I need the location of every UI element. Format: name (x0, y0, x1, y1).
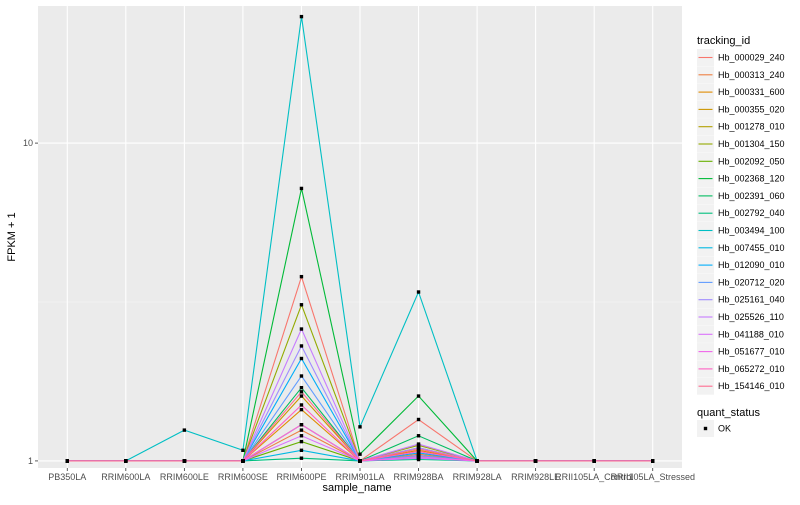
data-point-Hb_154146_010 (533, 459, 538, 463)
legend-item-label: Hb_003494_100 (718, 226, 785, 236)
data-point-Hb_003494_100 (358, 425, 362, 429)
data-point-Hb_002368_120 (416, 394, 421, 398)
data-point-Hb_154146_010 (299, 390, 304, 394)
data-point-Hb_154146_010 (241, 459, 245, 463)
legend-item-label: Hb_020712_020 (718, 277, 785, 287)
x-tick-label: RRII105LA_Control (555, 472, 633, 482)
data-point-Hb_000355_020 (299, 394, 304, 398)
x-tick-label: RRIM600LE (160, 472, 209, 482)
x-tick-label: RRIM600SE (218, 472, 268, 482)
legend-item-label: Hb_025161_040 (718, 295, 785, 305)
data-point-Hb_025161_040 (299, 344, 304, 348)
legend-item-label: Hb_002792_040 (718, 208, 785, 218)
legend-item-label: Hb_051677_010 (718, 347, 785, 357)
data-point-Hb_154146_010 (358, 459, 362, 463)
data-point-Hb_003494_100 (416, 290, 421, 294)
shape-legend-key-point (703, 426, 708, 431)
data-point-Hb_002792_040 (299, 456, 304, 460)
legend-item-label: Hb_000313_240 (718, 70, 785, 80)
x-tick-label: RRII105LA_Stressed (610, 472, 695, 482)
shape-legend-item-label: OK (718, 424, 731, 434)
data-point-Hb_007455_010 (299, 448, 304, 452)
data-point-Hb_000029_240 (299, 274, 304, 279)
shape-legend-title: quant_status (697, 407, 760, 419)
legend-item-label: Hb_001278_010 (718, 122, 785, 132)
legend-item-label: Hb_000029_240 (718, 53, 785, 63)
data-point-Hb_003494_100 (299, 14, 304, 19)
data-point-Hb_051677_010 (416, 455, 421, 459)
data-point-Hb_041188_010 (299, 434, 304, 438)
x-axis-title: sample_name (322, 482, 391, 494)
data-point-Hb_154146_010 (182, 459, 187, 463)
data-point-Hb_025526_110 (299, 327, 304, 331)
data-point-Hb_002368_120 (299, 186, 304, 191)
data-point-Hb_051677_010 (299, 423, 304, 427)
data-point-Hb_012090_010 (299, 356, 304, 361)
data-point-Hb_154146_010 (592, 459, 596, 463)
y-tick-label: 10 (23, 138, 33, 148)
data-point-Hb_025526_110 (416, 442, 421, 446)
x-tick-label: PB350LA (48, 472, 86, 482)
legend-item-label: Hb_001304_150 (718, 139, 785, 149)
y-tick-label: 1 (28, 456, 33, 466)
legend-item-label: Hb_002092_050 (718, 156, 785, 166)
legend-item-label: Hb_002368_120 (718, 174, 785, 184)
x-tick-label: RRIM928BA (394, 472, 444, 482)
legend-item-label: Hb_012090_010 (718, 260, 785, 270)
legend-item-label: Hb_000355_020 (718, 104, 785, 114)
data-point-Hb_154146_010 (416, 447, 421, 451)
color-legend: tracking_id Hb_000029_240 Hb_000313_240 Hb… (697, 35, 785, 395)
legend-item-label: Hb_007455_010 (718, 243, 785, 253)
data-point-Hb_065272_010 (416, 449, 421, 454)
data-point-Hb_000313_240 (299, 428, 304, 432)
x-axis: PB350LA RRIM600LA RRIM600LE RRIM600SE RRIM60… (48, 468, 695, 482)
x-tick-label: RRIM928LE (511, 472, 560, 482)
legend-item-label: Hb_000331_600 (718, 87, 785, 97)
x-tick-label: RRIM901LA (335, 472, 384, 482)
data-point-Hb_003494_100 (182, 428, 187, 432)
legend-item-label: Hb_041188_010 (718, 329, 784, 339)
data-point-Hb_000029_240 (416, 417, 421, 422)
x-tick-label: RRIM600PE (276, 472, 326, 482)
data-point-Hb_001304_150 (299, 303, 304, 307)
data-point-Hb_154146_010 (65, 459, 69, 463)
shape-legend: quant_status OK (697, 407, 760, 437)
data-point-Hb_002368_120 (358, 452, 362, 456)
data-point-Hb_065272_010 (299, 403, 304, 407)
legend-item-label: Hb_025526_110 (718, 312, 784, 322)
legend-item-label: Hb_154146_010 (718, 381, 785, 391)
legend-title: tracking_id (697, 35, 750, 47)
data-point-Hb_154146_010 (124, 459, 128, 463)
legend-item-label: Hb_065272_010 (718, 364, 785, 374)
data-point-Hb_002391_060 (416, 434, 421, 438)
data-point-Hb_002092_050 (299, 439, 304, 444)
series-points (65, 14, 655, 463)
data-point-Hb_154146_010 (475, 459, 479, 463)
data-point-Hb_002391_060 (299, 385, 304, 390)
y-axis-title: FPKM + 1 (6, 212, 18, 261)
legend-item-label: Hb_002391_060 (718, 191, 785, 201)
data-point-Hb_020712_020 (299, 374, 304, 378)
data-point-Hb_003494_100 (241, 448, 245, 452)
x-tick-label: RRIM600LA (101, 472, 150, 482)
x-tick-label: RRIM928LA (453, 472, 502, 482)
data-point-Hb_154146_010 (651, 459, 655, 463)
y-axis: 1 10 (23, 138, 38, 466)
data-point-Hb_000331_600 (299, 407, 304, 412)
